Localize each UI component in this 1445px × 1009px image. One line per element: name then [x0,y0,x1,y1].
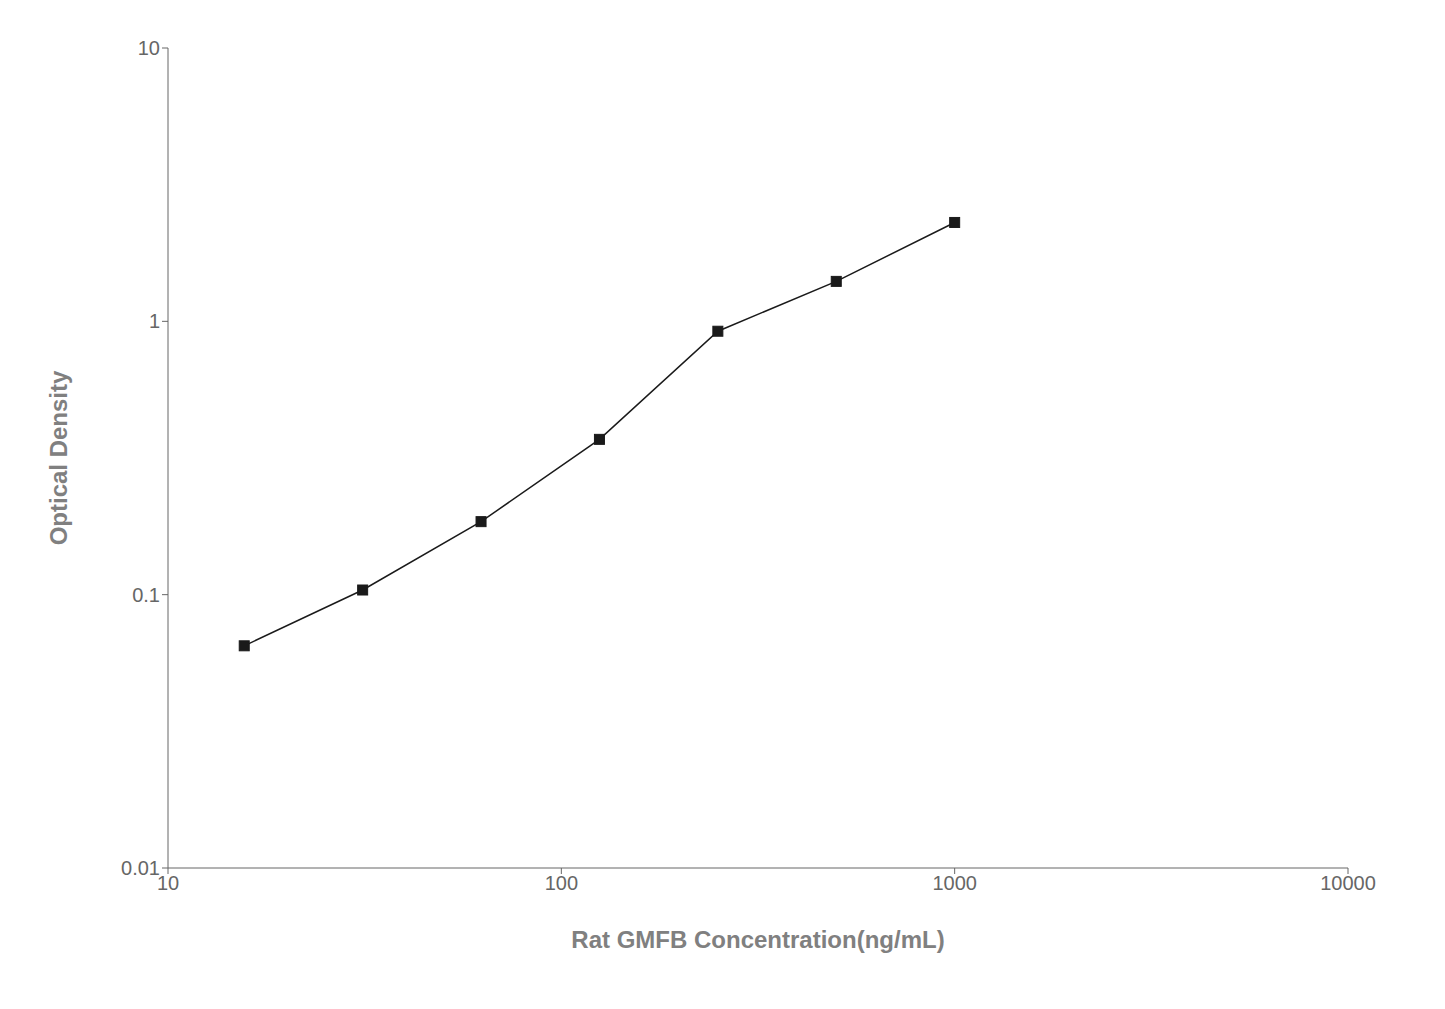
svg-text:1: 1 [149,310,160,332]
svg-text:Optical Density: Optical Density [45,370,72,545]
svg-text:Rat GMFB Concentration(ng/mL): Rat GMFB Concentration(ng/mL) [571,926,944,953]
svg-text:10: 10 [138,37,160,59]
svg-text:10: 10 [157,872,179,894]
svg-text:0.1: 0.1 [132,584,160,606]
svg-text:1000: 1000 [932,872,977,894]
svg-text:0.01: 0.01 [121,857,160,879]
svg-text:10000: 10000 [1320,872,1376,894]
svg-text:100: 100 [545,872,578,894]
